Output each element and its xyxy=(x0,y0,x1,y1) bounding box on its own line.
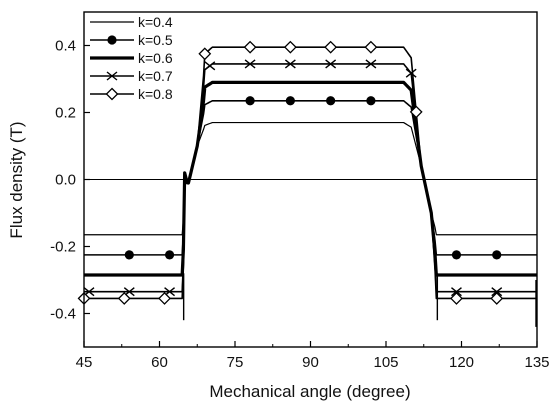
legend-label-k=0.7: k=0.7 xyxy=(138,68,173,84)
marker-k=0.5-1 xyxy=(164,250,175,260)
marker-k=0.7-4 xyxy=(244,59,256,69)
marker-k=0.8-7 xyxy=(364,40,378,54)
legend-marker-k=0.8 xyxy=(105,87,119,101)
marker-k=0.8-4 xyxy=(243,40,257,54)
x-tick-label-45: 45 xyxy=(76,354,93,371)
y-tick-label-0: -0.4 xyxy=(50,306,76,323)
marker-k=0.7-6 xyxy=(325,59,337,69)
marker-k=0.7-5 xyxy=(284,59,296,69)
marker-k=0.5-0 xyxy=(124,250,134,260)
legend-entry-k=0.4: k=0.4 xyxy=(90,14,173,30)
series-k=0.4 xyxy=(84,121,537,236)
x-tick-label-105: 105 xyxy=(373,354,398,371)
series-line-k=0.6 xyxy=(83,80,538,277)
x-tick-label-75: 75 xyxy=(227,354,244,371)
marker-k=0.8-1 xyxy=(117,292,131,305)
legend-entry-k=0.8: k=0.8 xyxy=(90,86,173,102)
legend-label-k=0.4: k=0.4 xyxy=(138,14,173,30)
marker-k=0.8-6 xyxy=(324,40,338,54)
series-k=0.8 xyxy=(77,40,537,305)
marker-k=0.8-9 xyxy=(450,292,463,305)
x-tick-label-120: 120 xyxy=(449,354,474,371)
marker-k=0.5-2 xyxy=(245,96,255,106)
marker-k=0.5-4 xyxy=(326,96,336,106)
x-tick-label-60: 60 xyxy=(151,354,168,371)
legend-label-k=0.5: k=0.5 xyxy=(138,32,173,48)
marker-k=0.8-3 xyxy=(198,47,212,61)
marker-k=0.7-10 xyxy=(491,287,503,297)
marker-k=0.7-9 xyxy=(451,287,462,297)
series-line-k=0.4 xyxy=(84,121,537,236)
y-tick-label-3: 0.2 xyxy=(55,105,76,122)
marker-k=0.7-8 xyxy=(405,68,417,78)
marker-k=0.7-3 xyxy=(204,61,216,71)
marker-k=0.5-5 xyxy=(366,96,376,106)
legend-entry-k=0.6: k=0.6 xyxy=(90,50,173,66)
series-line-k=0.7 xyxy=(84,63,537,293)
marker-k=0.8-2 xyxy=(158,292,171,305)
series-line-k=0.5 xyxy=(84,99,537,256)
legend-marker-k=0.5 xyxy=(107,35,117,45)
legend-label-k=0.6: k=0.6 xyxy=(138,50,173,66)
y-axis-title: Flux density (T) xyxy=(7,121,26,238)
y-tick-label-2: 0.0 xyxy=(55,172,76,189)
marker-k=0.5-6 xyxy=(451,250,462,260)
marker-k=0.8-10 xyxy=(490,292,504,305)
x-axis-title: Mechanical angle (degree) xyxy=(209,382,410,401)
marker-k=0.7-7 xyxy=(365,59,377,69)
marker-k=0.8-8 xyxy=(409,105,423,119)
legend-marker-k=0.7 xyxy=(106,71,118,81)
axes-layer: 45 60 75 90 105 120 135 -0.4 -0.2 0.0 0.2 0.4 xyxy=(50,11,550,371)
legend: k=0.4 k=0.5 k=0.6 k=0.7 k=0.8 xyxy=(90,14,173,102)
legend-entry-k=0.7: k=0.7 xyxy=(90,68,173,84)
series-line-k=0.8 xyxy=(84,46,537,300)
x-tick-label-135: 135 xyxy=(524,354,549,371)
plot-layer xyxy=(77,40,538,327)
y-tick-label-4: 0.4 xyxy=(55,38,76,55)
marker-k=0.5-7 xyxy=(492,250,502,260)
marker-k=0.5-3 xyxy=(285,96,295,106)
legend-entry-k=0.5: k=0.5 xyxy=(90,32,173,48)
series-k=0.6 xyxy=(83,80,538,277)
x-tick-label-90: 90 xyxy=(302,354,319,371)
legend-label-k=0.8: k=0.8 xyxy=(138,86,173,102)
series-k=0.5 xyxy=(84,96,537,260)
y-tick-label-1: -0.2 xyxy=(50,239,76,256)
marker-k=0.8-5 xyxy=(283,40,297,54)
